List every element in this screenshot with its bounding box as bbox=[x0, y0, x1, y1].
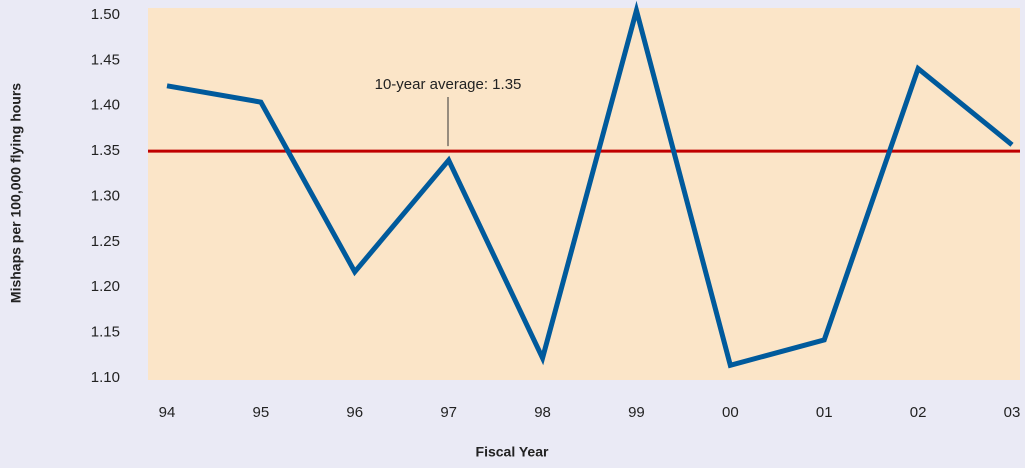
x-tick-label: 94 bbox=[159, 404, 176, 421]
x-tick-label: 03 bbox=[1004, 404, 1021, 421]
y-tick-label: 1.10 bbox=[91, 369, 120, 386]
x-axis-title: Fiscal Year bbox=[476, 444, 549, 460]
x-tick-label: 97 bbox=[440, 404, 457, 421]
y-tick-label: 1.35 bbox=[91, 142, 120, 159]
x-tick-label: 02 bbox=[910, 404, 927, 421]
y-tick-label: 1.20 bbox=[91, 278, 120, 295]
x-tick-label: 95 bbox=[253, 404, 270, 421]
x-tick-label: 98 bbox=[534, 404, 551, 421]
x-tick-label: 96 bbox=[346, 404, 363, 421]
plot-background bbox=[148, 8, 1020, 380]
x-tick-label: 00 bbox=[722, 404, 739, 421]
y-tick-label: 1.40 bbox=[91, 97, 120, 114]
y-tick-label: 1.50 bbox=[91, 6, 120, 23]
y-axis-title: Mishaps per 100,000 flying hours bbox=[8, 83, 24, 303]
y-tick-label: 1.25 bbox=[91, 233, 120, 250]
data-line bbox=[166, 0, 1014, 369]
y-tick-label: 1.15 bbox=[91, 324, 120, 341]
y-tick-label: 1.45 bbox=[91, 51, 120, 68]
x-tick-label: 99 bbox=[628, 404, 645, 421]
y-tick-label: 1.30 bbox=[91, 187, 120, 204]
annotation: 10-year average: 1.35 bbox=[375, 76, 522, 93]
x-tick-label: 01 bbox=[816, 404, 833, 421]
